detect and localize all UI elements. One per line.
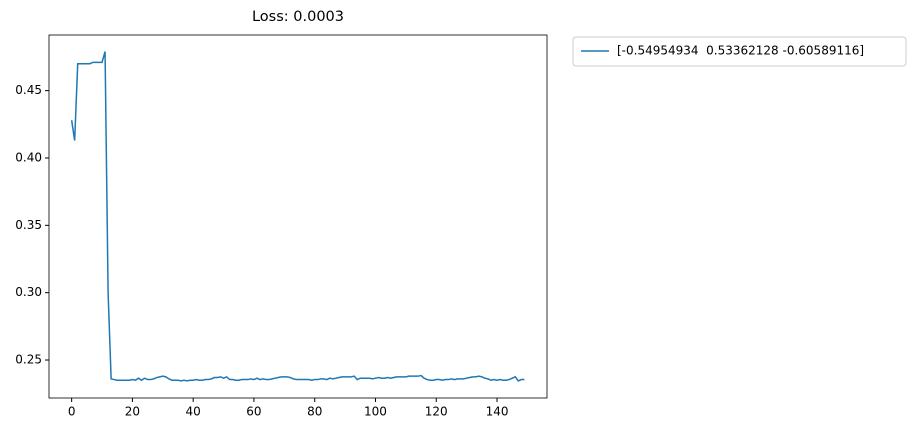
y-tick-label: 0.45	[15, 83, 42, 97]
x-tick-label: 0	[68, 405, 76, 419]
y-tick-label: 0.25	[15, 353, 42, 367]
legend-label: [-0.54954934 0.53362128 -0.60589116]	[617, 44, 864, 58]
plot-frame	[48, 34, 548, 399]
x-tick-label: 120	[425, 405, 448, 419]
chart-title: Loss: 0.0003	[252, 9, 344, 25]
legend-box	[572, 36, 907, 67]
y-tick-label: 0.35	[15, 218, 42, 232]
x-tick-label: 140	[486, 405, 509, 419]
y-tick-label: 0.30	[15, 285, 42, 299]
x-tick-label: 100	[364, 405, 387, 419]
x-tick-label: 40	[186, 405, 201, 419]
x-tick-label: 80	[307, 405, 322, 419]
x-tick-label: 60	[246, 405, 261, 419]
x-tick-label: 20	[125, 405, 140, 419]
y-tick-label: 0.40	[15, 150, 42, 164]
line	[70, 51, 525, 382]
